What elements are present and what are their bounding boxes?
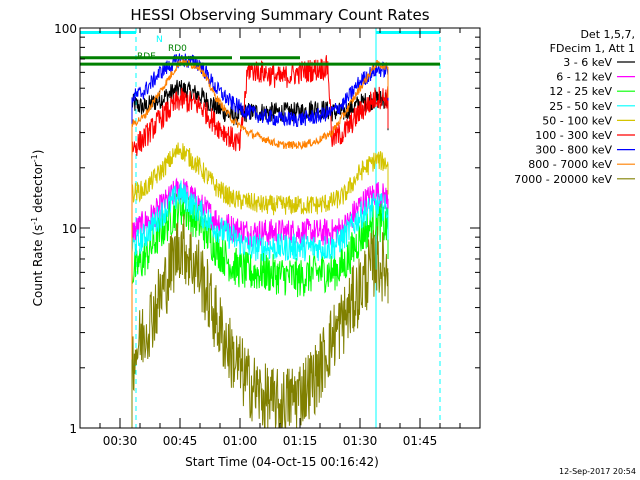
series-line-8: [131, 58, 389, 151]
series-line-2: [131, 177, 389, 248]
y-tick-label-2: 10: [62, 222, 77, 236]
series-line-4: [131, 180, 389, 262]
series-line-3: [131, 188, 389, 298]
x-tick-label-6: 01:45: [403, 434, 438, 448]
y-axis-label-end: ): [31, 150, 45, 155]
x-tick-label-5: 01:30: [343, 434, 378, 448]
x-tick-label-1: 00:30: [103, 434, 138, 448]
y-tick-label-3: 100: [54, 22, 77, 36]
x-tick-label-2: 00:45: [163, 434, 198, 448]
y-axis: 1 10 100: [54, 22, 480, 436]
annotation-label-n: N: [156, 35, 163, 45]
annotation-label-rd0: RD0: [168, 44, 187, 54]
legend-label-5: 50 - 100 keV: [542, 114, 612, 127]
series-line-6: [131, 55, 389, 157]
x-tick-label-3: 01:00: [223, 434, 258, 448]
y-axis-label-main: Count Rate (s: [31, 225, 45, 307]
series-line-7: [131, 53, 389, 128]
x-tick-label-4: 01:15: [283, 434, 318, 448]
legend-label-4: 25 - 50 keV: [549, 100, 612, 113]
legend: Det 1,5,7, FDecim 1, Att 1 3 - 6 keV 6 - …: [514, 28, 635, 186]
legend-header-line1: Det 1,5,7,: [580, 28, 635, 41]
legend-label-8: 800 - 7000 keV: [528, 158, 612, 171]
annotation-label-rde: RDE: [137, 52, 156, 62]
footer-date: 12-Sep-2017 20:54: [559, 467, 636, 476]
series-line-9: [131, 214, 389, 429]
legend-label-6: 100 - 300 keV: [535, 129, 612, 142]
x-axis: 00:30 00:45 01:00 01:15 01:30 01:45: [79, 28, 481, 448]
legend-label-9: 7000 - 20000 keV: [514, 173, 612, 186]
y-axis-label-exp2: -1: [30, 154, 39, 162]
y-tick-label-1: 1: [69, 422, 77, 436]
chart-title: HESSI Observing Summary Count Rates: [130, 6, 429, 24]
x-axis-label: Start Time (04-Oct-15 00:16:42): [185, 455, 379, 469]
legend-label-1: 3 - 6 keV: [563, 56, 612, 69]
legend-label-2: 6 - 12 keV: [556, 71, 612, 84]
y-axis-label-exp1: -1: [30, 217, 39, 225]
legend-label-3: 12 - 25 keV: [549, 85, 612, 98]
series-line-5: [131, 142, 389, 216]
y-axis-label: Count Rate (s-1 detector-1): [30, 150, 45, 307]
y-axis-label-mid: detector: [31, 162, 45, 217]
legend-label-7: 300 - 800 keV: [535, 144, 612, 157]
legend-header-line2: FDecim 1, Att 1: [550, 42, 635, 55]
